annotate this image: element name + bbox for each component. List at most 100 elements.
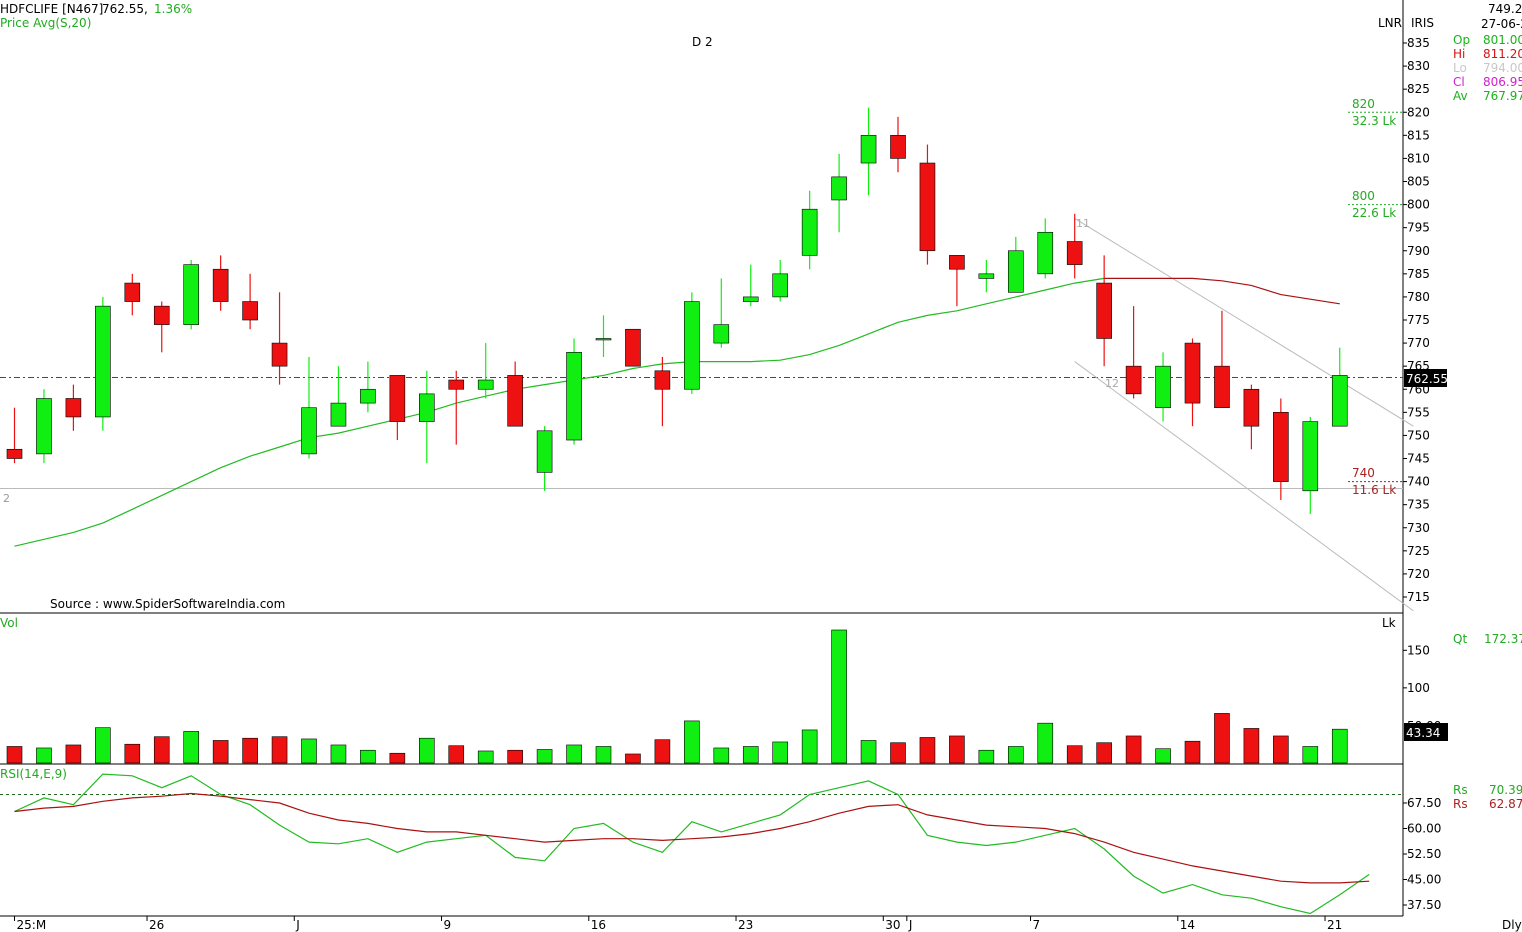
candle bbox=[36, 389, 52, 464]
left-marker: 2 bbox=[3, 492, 10, 505]
candle bbox=[625, 328, 641, 367]
volume-bar bbox=[801, 729, 818, 764]
candle bbox=[477, 343, 494, 399]
candle bbox=[890, 116, 906, 173]
last-price-tag-box bbox=[1404, 369, 1447, 387]
volume-bar bbox=[772, 741, 789, 764]
date-tick-label: 25:M bbox=[17, 918, 47, 932]
candle bbox=[1214, 310, 1230, 409]
price-tick-label: 800 bbox=[1407, 198, 1430, 212]
moving-average-line bbox=[14, 277, 1105, 547]
candle-body bbox=[566, 352, 582, 441]
ohlc-label: Hi bbox=[1453, 47, 1465, 61]
candle-body bbox=[360, 388, 376, 404]
price-tick-label: 730 bbox=[1407, 521, 1430, 535]
last-price-header: 762.55, bbox=[102, 2, 148, 16]
volume-bar bbox=[183, 731, 199, 764]
level-800-volume: 22.6 Lk bbox=[1352, 206, 1396, 220]
candle bbox=[1037, 218, 1054, 279]
candle bbox=[1125, 306, 1142, 399]
volume-title: Vol bbox=[0, 616, 18, 630]
candle-body bbox=[212, 268, 229, 302]
candle bbox=[566, 338, 582, 445]
rsi-signal-line bbox=[14, 792, 1370, 884]
price-tick-label: 735 bbox=[1407, 498, 1430, 512]
volume-bar bbox=[448, 745, 465, 764]
volume-bar bbox=[536, 749, 553, 764]
date-tick-label: 14 bbox=[1180, 918, 1195, 932]
qt-value: 172.37 bbox=[1484, 632, 1522, 646]
candle bbox=[301, 356, 317, 459]
volume-bar bbox=[713, 747, 730, 764]
date-tick-label: J bbox=[908, 918, 913, 932]
axes: 835 830 825 820 815 810 805 800 795 790 785 780 775 7… bbox=[14, 36, 1441, 932]
volume-bar bbox=[271, 736, 288, 764]
mode-lnr[interactable]: LNR bbox=[1378, 16, 1402, 30]
candle-body bbox=[1184, 342, 1201, 404]
volume-bar bbox=[684, 720, 700, 764]
level-800-label: 800 bbox=[1352, 189, 1375, 203]
price-tick-label: 780 bbox=[1407, 290, 1430, 304]
candle bbox=[1302, 416, 1319, 514]
candle-body bbox=[1007, 250, 1024, 293]
candle-body bbox=[1155, 365, 1171, 409]
candle bbox=[1066, 213, 1083, 279]
volume-bar bbox=[153, 736, 170, 764]
candle-body bbox=[654, 370, 671, 390]
candle bbox=[330, 366, 347, 427]
candle bbox=[1184, 338, 1201, 427]
ohlc-value: 801.00 bbox=[1483, 33, 1522, 47]
date-tick-label: 30 bbox=[885, 918, 900, 932]
candle bbox=[271, 292, 288, 385]
candle bbox=[713, 278, 730, 348]
volume-bar bbox=[860, 740, 877, 764]
price-tick-label: 720 bbox=[1407, 567, 1430, 581]
candle-body bbox=[1273, 412, 1289, 482]
candle-body bbox=[1243, 388, 1260, 427]
d2-marker: D 2 bbox=[692, 35, 713, 49]
candle bbox=[212, 255, 229, 311]
volume-bar bbox=[1155, 748, 1171, 764]
price-tick-label: 725 bbox=[1407, 544, 1430, 558]
candle bbox=[1007, 236, 1024, 293]
candle bbox=[448, 370, 465, 445]
period-label[interactable]: Dly bbox=[1502, 918, 1522, 932]
candle bbox=[389, 375, 406, 441]
candle bbox=[65, 384, 82, 431]
volume-bar bbox=[1037, 722, 1054, 764]
price-tick-label: 715 bbox=[1407, 590, 1430, 604]
date-tick-label: 26 bbox=[149, 918, 164, 932]
volume-bar bbox=[1273, 735, 1289, 764]
price-tick-label: 830 bbox=[1407, 59, 1430, 73]
candle-body bbox=[1214, 365, 1230, 409]
mode-iris[interactable]: IRIS bbox=[1411, 16, 1434, 30]
volume-last-tag: 43.34 bbox=[1406, 726, 1440, 740]
candle-body bbox=[949, 255, 965, 270]
rsi-panel bbox=[0, 773, 1403, 915]
price-tick-label: 750 bbox=[1407, 428, 1430, 442]
candle bbox=[860, 107, 877, 196]
rsi-label-2: Rs bbox=[1453, 797, 1468, 811]
candle-body bbox=[919, 162, 936, 252]
price-tick-label: 785 bbox=[1407, 267, 1430, 281]
candle bbox=[242, 273, 258, 330]
price-tick-label: 825 bbox=[1407, 82, 1430, 96]
candle bbox=[1155, 352, 1171, 422]
level-740-label: 740 bbox=[1352, 466, 1375, 480]
price-tick-label: 795 bbox=[1407, 221, 1430, 235]
candle-body bbox=[477, 379, 494, 390]
volume-bar bbox=[949, 735, 965, 764]
volume-bar bbox=[212, 740, 229, 764]
ohlc-value: 794.00 bbox=[1483, 61, 1522, 75]
candle bbox=[772, 259, 789, 302]
candle-body bbox=[95, 305, 111, 418]
candle-body bbox=[301, 407, 317, 455]
candle bbox=[95, 296, 111, 431]
candle-body bbox=[595, 338, 612, 341]
volume-bar bbox=[1066, 745, 1083, 764]
candle-body bbox=[418, 393, 435, 422]
price-tick-label: 775 bbox=[1407, 313, 1430, 327]
ohlc-value: 767.97 bbox=[1483, 89, 1522, 103]
volume-last-tag-box bbox=[1404, 723, 1448, 741]
